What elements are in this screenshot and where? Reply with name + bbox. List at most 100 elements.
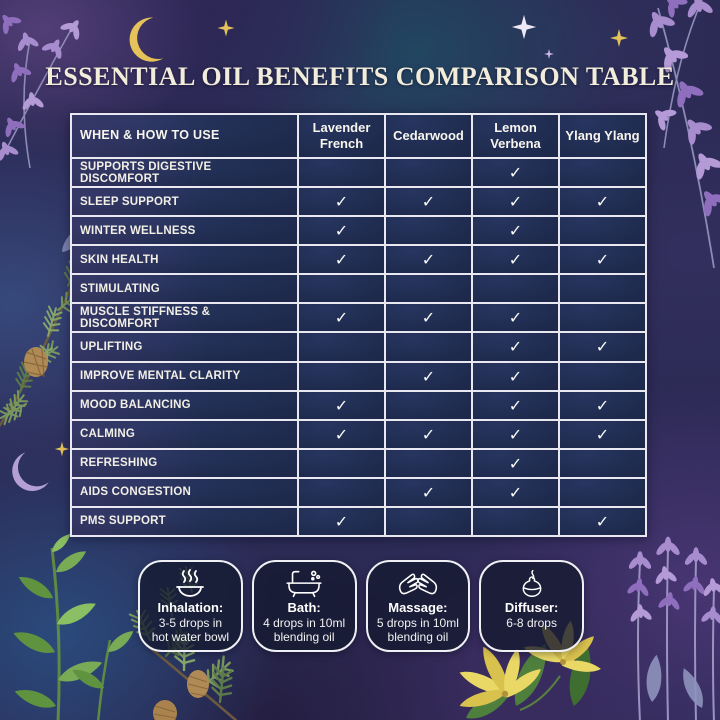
check-cell [560,159,645,187]
badge-line: 5 drops in 10ml [376,615,459,630]
row-label: WINTER WELLNESS [72,217,297,245]
check-cell: ✓ [473,217,558,245]
badge-line: blending oil [387,629,449,644]
diffuser-icon [522,569,542,597]
check-cell [386,275,471,303]
check-cell [560,449,645,477]
row-label: SKIN HEALTH [72,246,297,274]
check-cell [386,507,471,535]
cedar-branch-left [0,254,90,428]
badge-line: 3-5 drops in [158,615,223,630]
check-cell [473,507,558,535]
badge-line: blending oil [273,629,335,644]
check-cell: ✓ [299,304,384,332]
gold-crescent-moon [124,16,164,67]
check-cell [299,275,384,303]
check-cell: ✓ [560,507,645,535]
badge-title: Massage: [388,600,448,615]
bathtub-icon [286,570,322,598]
row-label: REFRESHING [72,449,297,477]
check-cell [299,362,384,390]
badge-line: hot water bowl [151,629,230,644]
check-cell: ✓ [299,420,384,448]
check-cell: ✓ [473,478,558,506]
row-label: SUPPORTS DIGESTIVE DISCOMFORT [72,159,297,187]
row-label: UPLIFTING [72,333,297,361]
check-cell: ✓ [299,188,384,216]
check-cell [560,275,645,303]
check-cell [560,362,645,390]
check-cell: ✓ [473,391,558,419]
check-cell: ✓ [473,449,558,477]
check-cell [299,333,384,361]
row-label: AIDS CONGESTION [72,478,297,506]
check-cell [560,217,645,245]
check-cell [299,449,384,477]
badge-massage: Massage: 5 drops in 10ml blending oil [365,560,471,652]
benefits-comparison-table: WHEN & HOW TO USE Lavender French Cedarw… [70,113,647,537]
lavender-sprig-top-right [639,0,720,269]
check-cell: ✓ [299,391,384,419]
check-cell [386,159,471,187]
check-cell: ✓ [386,188,471,216]
badge-diffuser: Diffuser: 6-8 drops [479,560,584,652]
check-cell: ✓ [473,188,558,216]
check-cell: ✓ [386,304,471,332]
badge-title: Bath: [287,600,321,615]
row-label: IMPROVE MENTAL CLARITY [72,362,297,390]
badge-title: Diffuser: [504,600,559,615]
check-cell [386,333,471,361]
check-cell: ✓ [473,246,558,274]
usage-guide: Inhalation: 3-5 drops in hot water bowl … [138,560,584,652]
row-label: MUSCLE STIFFNESS & DISCOMFORT [72,304,297,332]
check-cell: ✓ [473,333,558,361]
massage-hands-icon [398,573,437,595]
column-header-ylang-ylang: Ylang Ylang [560,115,645,157]
check-cell: ✓ [386,362,471,390]
column-header-cedarwood: Cedarwood [386,115,471,157]
badge-inhalation: Inhalation: 3-5 drops in hot water bowl [138,560,243,652]
steam-bowl-icon [176,569,205,597]
check-cell: ✓ [386,420,471,448]
lavender-sprig-top-left [0,7,93,255]
check-cell [299,478,384,506]
leafy-plant-bottom-left [10,532,138,720]
row-label: PMS SUPPORT [72,507,297,535]
check-cell: ✓ [386,478,471,506]
check-cell: ✓ [560,333,645,361]
row-label: MOOD BALANCING [72,391,297,419]
row-label: SLEEP SUPPORT [72,188,297,216]
column-header-use: WHEN & HOW TO USE [72,115,297,157]
row-label: CALMING [72,420,297,448]
check-cell: ✓ [560,420,645,448]
cedar-branch-bottom [128,565,240,720]
check-cell: ✓ [473,159,558,187]
check-cell [560,304,645,332]
page-title: ESSENTIAL OIL BENEFITS COMPARISON TABLE [45,62,675,91]
column-header-lemon-verbena: Lemon Verbena [473,115,558,157]
badge-line: 6-8 drops [506,615,557,630]
purple-crescent-moon [4,451,50,500]
badge-title: Inhalation: [157,600,224,615]
badge-bath: Bath: 4 drops in 10ml blending oil [251,560,357,652]
badge-line: 4 drops in 10ml [263,615,346,630]
row-label: STIMULATING [72,275,297,303]
check-cell: ✓ [560,391,645,419]
check-cell: ✓ [473,420,558,448]
check-cell [473,275,558,303]
check-cell: ✓ [299,217,384,245]
check-cell: ✓ [386,246,471,274]
check-cell [386,449,471,477]
ylang-ylang-flowers [456,620,602,720]
column-header-lavender-french: Lavender French [299,115,384,157]
check-cell [299,159,384,187]
check-cell: ✓ [560,246,645,274]
check-cell [386,391,471,419]
check-cell: ✓ [299,507,384,535]
check-cell: ✓ [473,362,558,390]
lavender-bottom-right [625,536,720,720]
check-cell [386,217,471,245]
check-cell: ✓ [560,188,645,216]
